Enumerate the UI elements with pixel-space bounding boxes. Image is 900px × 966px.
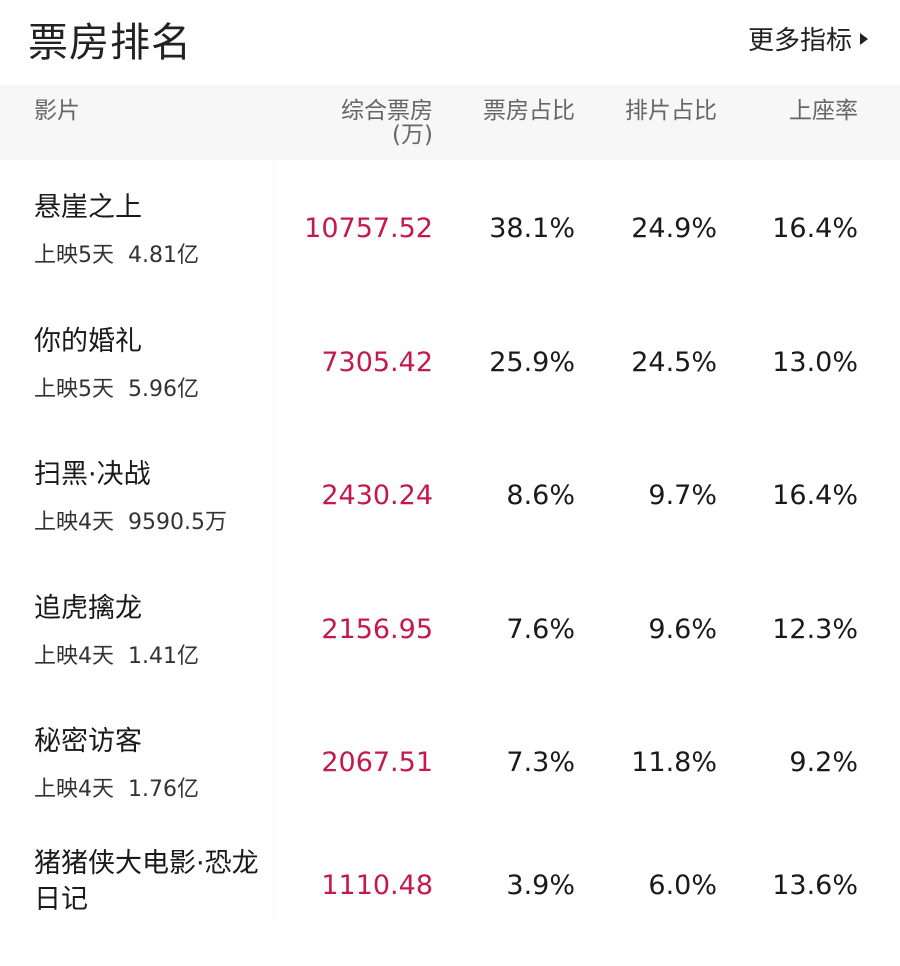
box-share: 38.1%: [489, 213, 575, 244]
total-box: 1.41亿: [128, 643, 199, 669]
box-share: 7.6%: [506, 613, 575, 645]
header-box-label: 综合票房: [341, 98, 433, 124]
header-box-unit: (万): [392, 122, 433, 148]
header-box[interactable]: 综合票房 (万): [273, 99, 433, 147]
show-share: 11.8%: [631, 747, 717, 778]
table-row[interactable]: 猪猪侠大电影·恐龙日记 1110.48 3.9% 6.0% 13.6%: [0, 833, 900, 966]
film-meta: 上映5天 5.96亿: [34, 371, 199, 403]
box-office: 7305.42: [321, 346, 433, 378]
box-office: 2067.51: [321, 747, 433, 778]
box-share: 7.3%: [506, 747, 575, 778]
box-office: 1110.48: [321, 870, 433, 901]
header-show-share[interactable]: 排片占比: [625, 98, 717, 124]
total-box: 4.81亿: [128, 243, 199, 268]
film-name: 悬崖之上: [34, 192, 142, 223]
release-days: 上映5天: [34, 376, 114, 402]
box-office: 2156.95: [321, 613, 433, 645]
box-share: 3.9%: [506, 870, 575, 901]
seat-rate: 13.0%: [772, 346, 858, 378]
release-days: 上映5天: [34, 243, 114, 268]
show-share: 9.7%: [648, 480, 717, 511]
film-name: 秘密访客: [34, 726, 142, 757]
film-meta: 上映4天 9590.5万: [34, 504, 227, 536]
table-row[interactable]: 扫黑·决战 上映4天 9590.5万 2430.24 8.6% 9.7% 16.4…: [0, 432, 900, 565]
release-days: 上映4天: [34, 777, 114, 802]
box-office: 10757.52: [304, 213, 433, 244]
box-share: 25.9%: [489, 346, 575, 378]
show-share: 24.5%: [631, 346, 717, 378]
show-share: 24.9%: [631, 213, 717, 244]
page-title: 票房排名: [28, 20, 192, 66]
column-divider: [272, 160, 280, 920]
film-name: 猪猪侠大电影·恐龙日记: [34, 847, 259, 915]
header-box-share[interactable]: 票房占比: [483, 98, 575, 124]
box-share: 8.6%: [506, 480, 575, 511]
total-box: 5.96亿: [128, 376, 199, 402]
film-meta: 上映5天 4.81亿: [34, 237, 199, 269]
release-days: 上映4天: [34, 510, 114, 535]
table-row[interactable]: 追虎擒龙 上映4天 1.41亿 2156.95 7.6% 9.6% 12.3%: [0, 566, 900, 699]
release-days: 上映4天: [34, 643, 114, 669]
header-film: 影片: [34, 98, 80, 124]
box-office: 2430.24: [321, 480, 433, 511]
total-box: 9590.5万: [128, 510, 227, 535]
more-metrics-button[interactable]: 更多指标: [748, 20, 868, 57]
table-header: 影片 综合票房 (万) 票房占比 排片占比 上座率: [0, 85, 900, 160]
triangle-right-icon: [860, 32, 868, 45]
table-row[interactable]: 你的婚礼 上映5天 5.96亿 7305.42 25.9% 24.5% 13.0%: [0, 299, 900, 432]
seat-rate: 16.4%: [772, 480, 858, 511]
seat-rate: 12.3%: [772, 613, 858, 645]
film-name: 追虎擒龙: [34, 592, 142, 624]
film-meta: 上映4天 1.41亿: [34, 638, 199, 670]
table-row[interactable]: 悬崖之上 上映5天 4.81亿 10757.52 38.1% 24.9% 16.4…: [0, 165, 900, 298]
more-metrics-label: 更多指标: [747, 26, 852, 56]
seat-rate: 16.4%: [772, 213, 858, 244]
film-name: 扫黑·决战: [34, 459, 151, 490]
seat-rate: 9.2%: [789, 747, 858, 778]
seat-rate: 13.6%: [772, 870, 858, 901]
header-seat-rate[interactable]: 上座率: [789, 98, 858, 124]
table-row[interactable]: 秘密访客 上映4天 1.76亿 2067.51 7.3% 11.8% 9.2%: [0, 699, 900, 832]
total-box: 1.76亿: [128, 777, 199, 802]
show-share: 9.6%: [648, 613, 717, 645]
film-name: 你的婚礼: [34, 325, 142, 357]
film-meta: 上映4天 1.76亿: [34, 771, 199, 803]
show-share: 6.0%: [648, 870, 717, 901]
